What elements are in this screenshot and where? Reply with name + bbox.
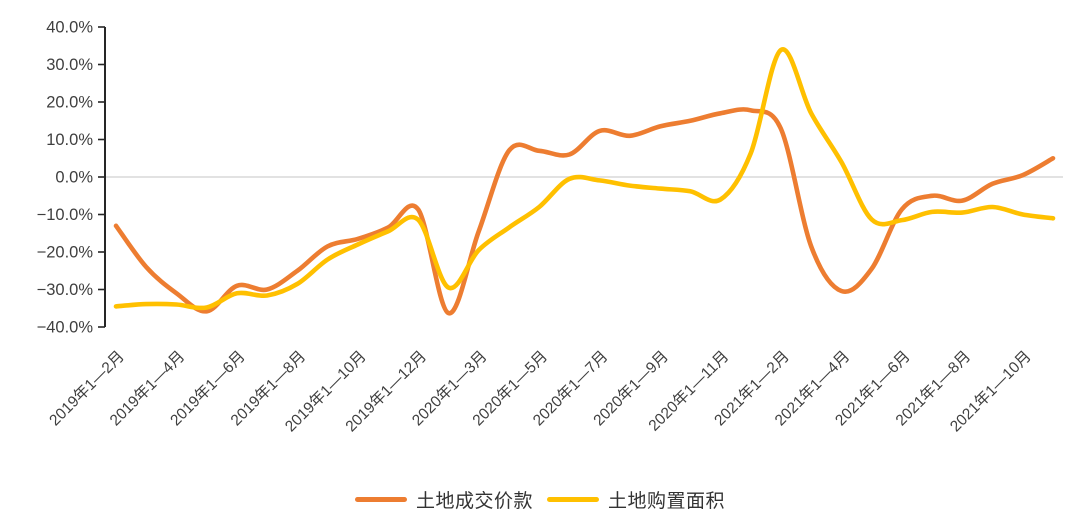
chart-svg: 40.0% 30.0% 20.0% 10.0% 0.0% −10.0% −20.0% −30.… <box>37 19 1063 435</box>
series-line-land-purchase-area <box>113 47 1056 311</box>
series-line-land-transaction-price <box>113 107 1056 316</box>
legend-label-land-purchase-area: 土地购置面积 <box>608 491 726 512</box>
y-axis-tick-label: −40.0% <box>37 319 94 337</box>
legend-label-land-transaction-price: 土地成交价款 <box>415 491 533 512</box>
y-axis-tick-label: −20.0% <box>37 244 94 262</box>
y-axis-tick-label: 30.0% <box>46 56 93 74</box>
y-axis-tick-label: −30.0% <box>37 281 94 299</box>
y-axis-tick-label: −10.0% <box>37 206 94 224</box>
y-axis-tick-label: 0.0% <box>55 169 93 187</box>
legend-item-land-transaction-price: 土地成交价款 <box>354 486 533 513</box>
legend-swatch-land-purchase-area <box>547 497 599 502</box>
y-axis-tick-label: 10.0% <box>46 131 93 149</box>
legend-swatch-land-transaction-price <box>354 497 407 502</box>
y-axis-tick-label: 40.0% <box>46 19 93 37</box>
y-axis-tick-label: 20.0% <box>46 94 93 112</box>
legend-item-land-purchase-area: 土地购置面积 <box>547 486 725 513</box>
chart-legend: 土地成交价款 土地购置面积 <box>0 486 1080 513</box>
